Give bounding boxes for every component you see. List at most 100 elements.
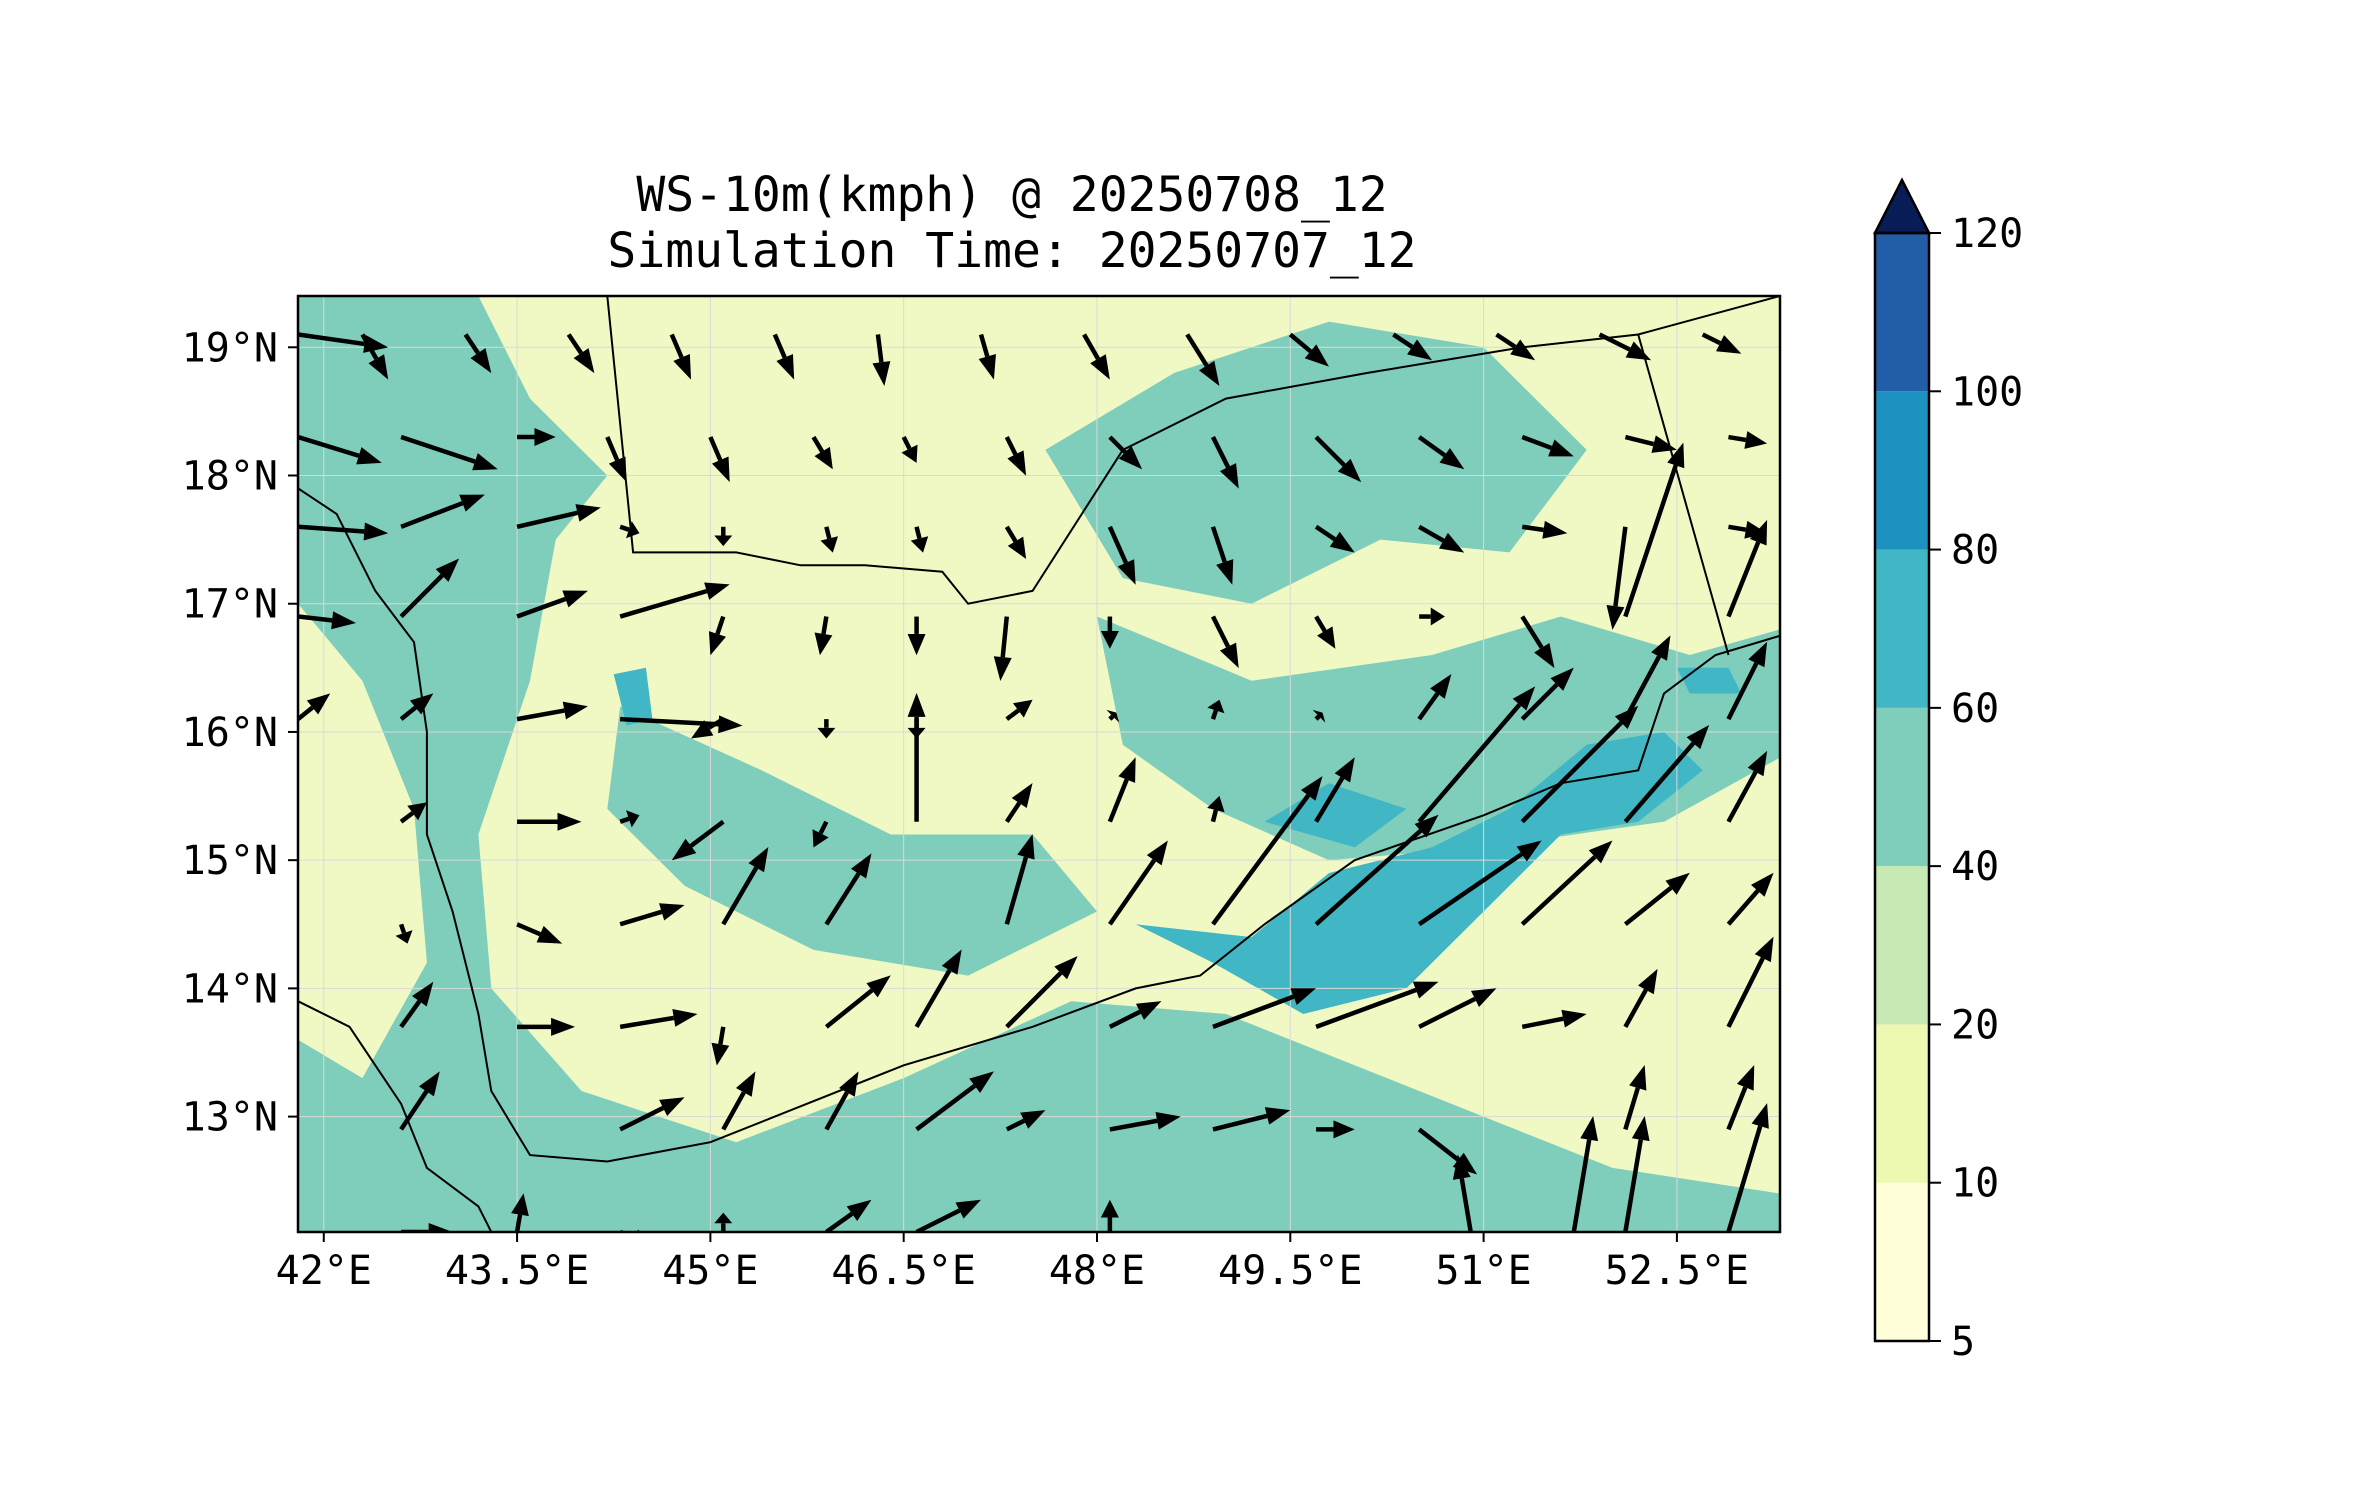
wind-vector bbox=[298, 693, 331, 721]
wind-vector bbox=[399, 693, 434, 721]
wind-speed-region-20 bbox=[1045, 321, 1587, 604]
lon-tick-label: 42°E bbox=[276, 1248, 372, 1294]
wind-vector bbox=[517, 812, 582, 831]
wind-vector bbox=[708, 615, 727, 656]
lon-tick-label: 52.5°E bbox=[1605, 1248, 1750, 1294]
wind-vector bbox=[721, 846, 769, 926]
wind-speed-region-40 bbox=[1676, 667, 1742, 694]
wind-vector bbox=[1520, 615, 1555, 669]
wind-vector bbox=[1312, 709, 1326, 723]
wind-vector bbox=[824, 975, 891, 1029]
colorbar-tick-label: 80 bbox=[1951, 528, 1999, 574]
wind-vector bbox=[1005, 955, 1078, 1029]
wind-vector bbox=[399, 1071, 440, 1131]
colorbar-tick-label: 60 bbox=[1951, 686, 1999, 732]
map-frame bbox=[296, 294, 1782, 1234]
lon-tick-label: 43.5°E bbox=[445, 1248, 590, 1294]
wind-vector bbox=[1495, 332, 1536, 361]
wind-vector bbox=[1728, 431, 1768, 449]
latitude-axis: 19°N 18°N 17°N 16°N 15°N 14°N 13°N bbox=[182, 325, 298, 1141]
wind-vector bbox=[298, 434, 382, 465]
wind-vector bbox=[1109, 1111, 1181, 1132]
wind-vector bbox=[1623, 442, 1685, 618]
lon-tick-label: 48°E bbox=[1049, 1248, 1145, 1294]
wind-vector bbox=[1417, 435, 1465, 470]
colorbar-frame bbox=[1873, 231, 1931, 1343]
wind-vector bbox=[1452, 1154, 1473, 1232]
wind-vector bbox=[1623, 725, 1710, 824]
wind-vector bbox=[824, 1071, 859, 1131]
wind-vector bbox=[1392, 332, 1433, 361]
title-line-1: WS-10m(kmph) @ 20250708_12 bbox=[636, 167, 1387, 223]
wind-vector bbox=[517, 1017, 576, 1036]
wind-vector bbox=[1185, 333, 1220, 387]
wind-speed-region-20 bbox=[607, 706, 1097, 976]
wind-vector bbox=[1212, 988, 1317, 1029]
lon-tick-label: 51°E bbox=[1435, 1248, 1531, 1294]
wind-vectors bbox=[298, 332, 1774, 1232]
wind-vector bbox=[1004, 834, 1035, 925]
wind-vector bbox=[605, 436, 627, 483]
wind-vector bbox=[298, 522, 389, 541]
wind-vector bbox=[395, 923, 413, 944]
wind-vector bbox=[907, 692, 926, 822]
wind-vector bbox=[1623, 872, 1690, 927]
colorbar: 5 10 20 40 60 80 100 120 bbox=[1872, 177, 2023, 1365]
wind-vector bbox=[978, 333, 996, 380]
coastline-3 bbox=[298, 1000, 493, 1232]
wind-vector bbox=[399, 802, 427, 824]
wind-vector bbox=[619, 903, 685, 927]
wind-vector bbox=[1521, 434, 1574, 457]
wind-vector bbox=[1623, 635, 1671, 721]
wind-vector bbox=[1207, 795, 1225, 823]
longitude-axis: 42°E 43.5°E 45°E 46.5°E 48°E 49.5°E 51°E 52.5°E bbox=[276, 1232, 1750, 1294]
wind-vector bbox=[1004, 525, 1027, 560]
lat-tick-label: 15°N bbox=[182, 838, 278, 884]
wind-vector bbox=[1288, 332, 1329, 367]
coastline-1 bbox=[606, 296, 1780, 605]
colorbar-band bbox=[1875, 1024, 1929, 1183]
wind-vector bbox=[1108, 1001, 1162, 1029]
wind-vector bbox=[708, 436, 730, 483]
wind-vector bbox=[1419, 607, 1445, 626]
coastline-2 bbox=[1637, 334, 1730, 656]
wind-vector bbox=[1210, 436, 1239, 489]
wind-vector bbox=[516, 922, 563, 944]
wind-vector bbox=[915, 1199, 982, 1232]
wind-vector bbox=[399, 558, 460, 619]
wind-vector bbox=[1107, 757, 1136, 823]
wind-speed-region-40 bbox=[613, 667, 653, 726]
wind-vector bbox=[1082, 333, 1110, 380]
colorbar-band bbox=[1875, 233, 1929, 392]
wind-vector bbox=[1417, 674, 1452, 721]
wind-vector bbox=[619, 1009, 698, 1030]
wind-vector bbox=[772, 333, 795, 380]
wind-vector bbox=[1726, 1064, 1755, 1131]
wind-vector bbox=[619, 582, 730, 619]
colorbar-tick-label: 20 bbox=[1951, 1002, 1999, 1048]
wind-vector bbox=[517, 428, 556, 447]
wind-vector bbox=[516, 590, 588, 619]
wind-vector bbox=[1210, 526, 1234, 585]
wind-vector bbox=[1418, 524, 1465, 553]
colorbar-band bbox=[1875, 866, 1929, 1025]
wind-vector bbox=[1108, 840, 1168, 926]
wind-speed-contours bbox=[298, 296, 1780, 1232]
wind-vector bbox=[915, 1071, 994, 1132]
wind-vector bbox=[714, 526, 733, 547]
wind-speed-region-40 bbox=[1264, 783, 1407, 848]
wind-vector bbox=[691, 717, 725, 739]
wind-vector bbox=[901, 436, 918, 463]
wind-vector bbox=[714, 1212, 733, 1232]
wind-vector bbox=[360, 333, 389, 380]
wind-vector bbox=[1315, 981, 1439, 1029]
wind-vector bbox=[1598, 332, 1652, 361]
wind-vector bbox=[711, 1026, 730, 1066]
wind-vector bbox=[907, 616, 926, 656]
colorbar-ticks: 5 10 20 40 60 80 100 120 bbox=[1929, 211, 2023, 1365]
wind-vector bbox=[298, 611, 356, 630]
wind-vector bbox=[1212, 1107, 1291, 1132]
wind-vector bbox=[1726, 872, 1774, 926]
lat-tick-label: 14°N bbox=[182, 966, 278, 1012]
